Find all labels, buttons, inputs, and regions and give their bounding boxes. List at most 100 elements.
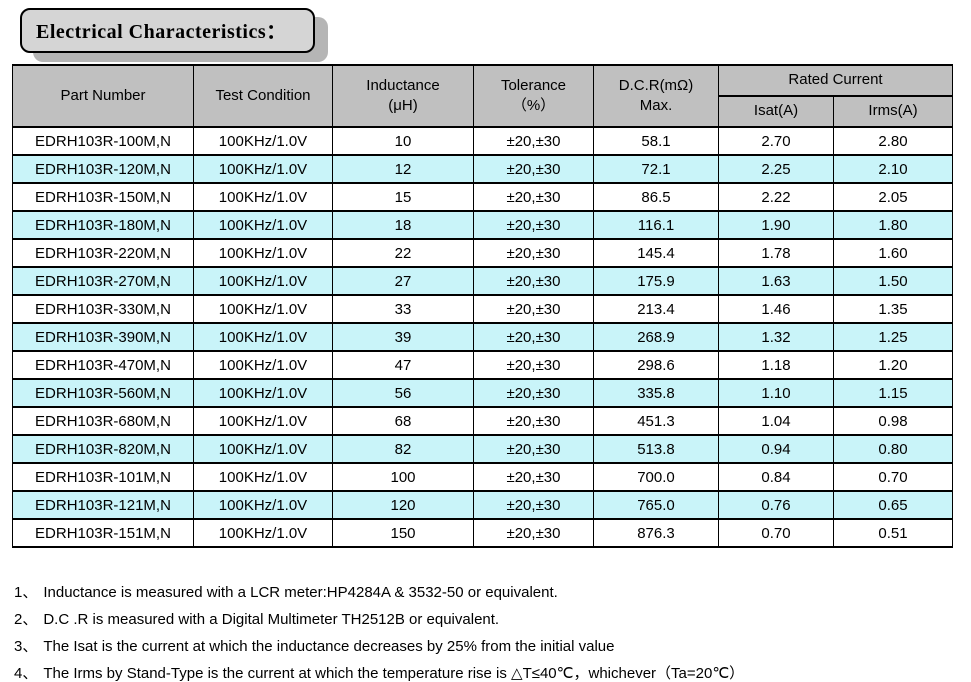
cell-tolerance: ±20,±30 [473, 406, 594, 436]
cell-isat: 1.46 [718, 294, 834, 324]
col-header-part-number: Part Number [12, 64, 194, 128]
cell-isat: 1.90 [718, 210, 834, 240]
cell-tolerance: ±20,±30 [473, 490, 594, 520]
cell-isat: 0.84 [718, 462, 834, 492]
table-row: EDRH103R-220M,N 100KHz/1.0V 22 ±20,±30 145.4… [12, 238, 953, 268]
cell-inductance: 150 [332, 518, 474, 548]
cell-irms: 1.15 [833, 378, 953, 408]
cell-inductance: 120 [332, 490, 474, 520]
cell-test-condition: 100KHz/1.0V [193, 266, 333, 296]
cell-test-condition: 100KHz/1.0V [193, 322, 333, 352]
cell-test-condition: 100KHz/1.0V [193, 378, 333, 408]
cell-inductance: 15 [332, 182, 474, 212]
cell-test-condition: 100KHz/1.0V [193, 434, 333, 464]
cell-isat: 0.70 [718, 518, 834, 548]
cell-tolerance: ±20,±30 [473, 350, 594, 380]
cell-dcr-max: 116.1 [593, 210, 719, 240]
note-text: Inductance is measured with a LCR meter:… [43, 584, 558, 601]
cell-isat: 1.10 [718, 378, 834, 408]
col-header-dcr-line2: Max. [639, 97, 673, 114]
cell-part-number: EDRH103R-120M,N [12, 154, 194, 184]
col-header-inductance-line2: (μH) [388, 97, 418, 114]
cell-dcr-max: 145.4 [593, 238, 719, 268]
table-row: EDRH103R-180M,N 100KHz/1.0V 18 ±20,±30 116.1… [12, 210, 953, 240]
cell-dcr-max: 298.6 [593, 350, 719, 380]
table-body: EDRH103R-100M,N 100KHz/1.0V 10 ±20,±30 58.1 2… [12, 126, 953, 548]
table-row: EDRH103R-100M,N 100KHz/1.0V 10 ±20,±30 58.1 2… [12, 126, 953, 156]
cell-irms: 2.05 [833, 182, 953, 212]
cell-irms: 2.80 [833, 126, 953, 156]
cell-inductance: 33 [332, 294, 474, 324]
cell-isat: 1.04 [718, 406, 834, 436]
cell-dcr-max: 175.9 [593, 266, 719, 296]
cell-dcr-max: 876.3 [593, 518, 719, 548]
note-text: The Isat is the current at which the ind… [43, 638, 615, 655]
col-header-test-condition: Test Condition [193, 64, 333, 128]
table-row: EDRH103R-101M,N 100KHz/1.0V 100 ±20,±30 700.… [12, 462, 953, 492]
electrical-characteristics-table: Part Number Test Condition Inductance (μ… [12, 64, 953, 548]
cell-test-condition: 100KHz/1.0V [193, 182, 333, 212]
cell-test-condition: 100KHz/1.0V [193, 462, 333, 492]
col-header-dcr: D.C.R(mΩ) Max. [593, 64, 719, 128]
cell-isat: 0.76 [718, 490, 834, 520]
cell-isat: 0.94 [718, 434, 834, 464]
section-title-box: Electrical Characteristics： [20, 8, 315, 53]
cell-isat: 1.18 [718, 350, 834, 380]
page-title: Electrical Characteristics： [36, 21, 287, 43]
cell-part-number: EDRH103R-680M,N [12, 406, 194, 436]
cell-irms: 1.25 [833, 322, 953, 352]
table-row: EDRH103R-680M,N 100KHz/1.0V 68 ±20,±30 451.3… [12, 406, 953, 436]
cell-inductance: 82 [332, 434, 474, 464]
cell-tolerance: ±20,±30 [473, 154, 594, 184]
table-row: EDRH103R-820M,N 100KHz/1.0V 82 ±20,±30 513.8… [12, 434, 953, 464]
col-header-irms: Irms(A) [833, 95, 953, 128]
cell-tolerance: ±20,±30 [473, 518, 594, 548]
cell-dcr-max: 335.8 [593, 378, 719, 408]
cell-irms: 0.51 [833, 518, 953, 548]
cell-part-number: EDRH103R-150M,N [12, 182, 194, 212]
cell-inductance: 56 [332, 378, 474, 408]
cell-isat: 2.70 [718, 126, 834, 156]
cell-inductance: 27 [332, 266, 474, 296]
cell-isat: 2.22 [718, 182, 834, 212]
note-number: 2、 [14, 611, 38, 628]
cell-irms: 1.80 [833, 210, 953, 240]
cell-isat: 1.63 [718, 266, 834, 296]
col-header-tolerance-line1: Tolerance [500, 76, 567, 94]
cell-dcr-max: 268.9 [593, 322, 719, 352]
cell-irms: 0.70 [833, 462, 953, 492]
cell-dcr-max: 58.1 [593, 126, 719, 156]
cell-test-condition: 100KHz/1.0V [193, 210, 333, 240]
cell-part-number: EDRH103R-100M,N [12, 126, 194, 156]
table-row: EDRH103R-390M,N 100KHz/1.0V 39 ±20,±30 268.9… [12, 322, 953, 352]
col-header-inductance-line1: Inductance [366, 76, 440, 94]
cell-tolerance: ±20,±30 [473, 182, 594, 212]
note-number: 3、 [14, 638, 38, 655]
cell-dcr-max: 213.4 [593, 294, 719, 324]
cell-part-number: EDRH103R-220M,N [12, 238, 194, 268]
col-header-inductance: Inductance (μH) [332, 64, 474, 128]
cell-part-number: EDRH103R-560M,N [12, 378, 194, 408]
cell-part-number: EDRH103R-180M,N [12, 210, 194, 240]
cell-inductance: 47 [332, 350, 474, 380]
note-number: 1、 [14, 584, 38, 601]
cell-isat: 1.32 [718, 322, 834, 352]
cell-dcr-max: 86.5 [593, 182, 719, 212]
cell-tolerance: ±20,±30 [473, 378, 594, 408]
cell-part-number: EDRH103R-151M,N [12, 518, 194, 548]
cell-inductance: 18 [332, 210, 474, 240]
table-row: EDRH103R-270M,N 100KHz/1.0V 27 ±20,±30 175.9… [12, 266, 953, 296]
cell-test-condition: 100KHz/1.0V [193, 518, 333, 548]
note-text: D.C .R is measured with a Digital Multim… [43, 611, 500, 628]
note-item: 1、 Inductance is measured with a LCR mete… [14, 579, 971, 606]
notes-section: 1、 Inductance is measured with a LCR mete… [14, 579, 971, 682]
cell-tolerance: ±20,±30 [473, 322, 594, 352]
cell-irms: 1.50 [833, 266, 953, 296]
note-text: The Irms by Stand-Type is the current at… [43, 665, 745, 682]
cell-part-number: EDRH103R-470M,N [12, 350, 194, 380]
cell-inductance: 22 [332, 238, 474, 268]
table-row: EDRH103R-330M,N 100KHz/1.0V 33 ±20,±30 213.4… [12, 294, 953, 324]
col-header-tolerance-line2: （%） [511, 97, 556, 114]
table-row: EDRH103R-470M,N 100KHz/1.0V 47 ±20,±30 298.6… [12, 350, 953, 380]
cell-dcr-max: 700.0 [593, 462, 719, 492]
